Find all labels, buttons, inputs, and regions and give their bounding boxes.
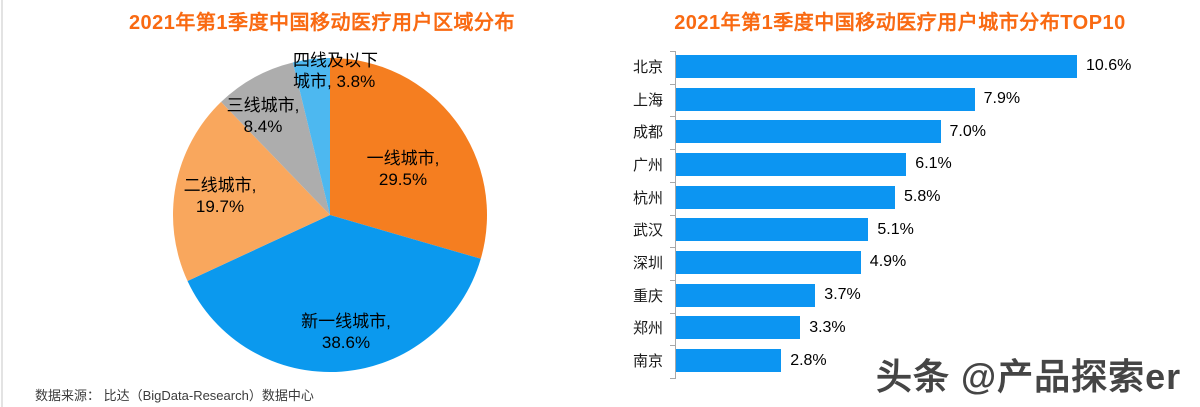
bar-value-label: 2.8% — [790, 351, 827, 369]
bar-track: 7.9% — [675, 87, 1200, 111]
axis-tick — [670, 149, 676, 151]
bar-row: 北京 10.6% — [600, 50, 1200, 83]
pie-chart — [172, 58, 488, 373]
bar-row: 郑州 3.3% — [600, 312, 1200, 345]
bar-value-label: 5.8% — [904, 188, 941, 206]
bar-chart-axis — [670, 51, 676, 379]
pie-label-new-first-tier: 新一线城市, 38.6% — [276, 311, 416, 353]
axis-tick — [670, 345, 676, 347]
pie-label-line: 城市, 3.8% — [293, 72, 376, 91]
bar-track: 2.8% — [675, 349, 1200, 373]
bar-category-label: 杭州 — [632, 189, 663, 207]
axis-tick — [670, 116, 676, 118]
bar-category-label: 重庆 — [632, 287, 663, 305]
bar-track: 3.7% — [675, 283, 1200, 307]
bar-chart-panel: 2021年第1季度中国移动医疗用户城市分布TOP10 北京 10.6% 上海 7.9%… — [600, 0, 1200, 407]
bar-成都 — [675, 120, 941, 144]
bar-重庆 — [675, 283, 816, 307]
pie-label-line: 29.5% — [378, 170, 428, 189]
pie-chart-title: 2021年第1季度中国移动医疗用户区域分布 — [128, 12, 516, 34]
pie-label-line: 二线城市, — [183, 176, 257, 195]
pie-slice-新一线城市 — [187, 215, 481, 373]
bar-value-label: 5.1% — [877, 220, 914, 238]
bar-category-label: 深圳 — [632, 254, 663, 272]
bar-track: 3.3% — [675, 316, 1200, 340]
bar-track: 5.8% — [675, 185, 1200, 209]
toutiao-watermark: 头条 @产品探索er — [876, 356, 1182, 397]
bar-value-label: 7.0% — [949, 122, 986, 140]
axis-tick — [670, 247, 676, 249]
bar-row: 上海 7.9% — [600, 83, 1200, 116]
bar-track: 5.1% — [675, 218, 1200, 242]
bar-category-label: 成都 — [632, 124, 663, 142]
bar-武汉 — [675, 218, 869, 242]
bar-category-label: 北京 — [632, 58, 663, 76]
axis-tick — [670, 51, 676, 52]
screenshot-edge-line — [1, 0, 3, 407]
bar-track: 4.9% — [675, 250, 1200, 274]
bar-track: 6.1% — [675, 152, 1200, 176]
axis-tick — [670, 279, 676, 281]
bar-value-label: 10.6% — [1086, 57, 1132, 75]
bar-value-label: 4.9% — [869, 253, 907, 271]
bar-category-label: 上海 — [632, 91, 663, 109]
bar-category-label: 郑州 — [632, 320, 663, 338]
bar-row: 武汉 5.1% — [600, 213, 1200, 246]
pie-label-second-tier: 二线城市, 19.7% — [150, 175, 290, 217]
bar-row: 广州 6.1% — [600, 148, 1200, 181]
bar-value-label: 3.7% — [824, 286, 861, 304]
bar-chart-title: 2021年第1季度中国移动医疗用户城市分布TOP10 — [674, 12, 1126, 34]
pie-label-line: 8.4% — [243, 117, 283, 136]
pie-chart-panel: 2021年第1季度中国移动医疗用户区域分布 一线城市, 29.5% 新一线城市,… — [35, 12, 515, 403]
pie-slice-二线城市 — [172, 101, 330, 281]
bar-category-label: 广州 — [632, 156, 663, 174]
bar-chart: 北京 10.6% 上海 7.9% 成都 7.0% 广州 6.1% 杭州 5.8% 武汉 5.1% 深圳 4… — [600, 50, 1200, 379]
data-source-note: 数据来源： 比达（BigData-Research）数据中心 — [35, 388, 314, 403]
bar-郑州 — [675, 316, 801, 340]
pie-label-line: 新一线城市, — [301, 312, 391, 331]
bar-广州 — [675, 152, 907, 176]
axis-tick — [670, 378, 676, 379]
bar-深圳 — [675, 250, 861, 274]
axis-tick — [670, 181, 676, 183]
axis-tick — [670, 83, 676, 85]
bar-value-label: 7.9% — [983, 90, 1021, 108]
bar-row: 成都 7.0% — [600, 115, 1200, 148]
bar-value-label: 6.1% — [915, 155, 952, 173]
bar-row: 重庆 3.7% — [600, 279, 1200, 312]
pie-slice-四线及以下城市 — [292, 58, 330, 215]
pie-label-first-tier: 一线城市, 29.5% — [333, 148, 473, 190]
pie-label-fourth-tier: 四线及以下 城市, 3.8% — [293, 50, 423, 92]
bar-row: 深圳 4.9% — [600, 246, 1200, 279]
bar-row: 南京 2.8% — [600, 344, 1200, 377]
bar-南京 — [675, 349, 782, 373]
bar-value-label: 3.3% — [809, 318, 846, 336]
pie-slice-三线城市 — [221, 62, 330, 216]
axis-tick — [670, 312, 676, 314]
pie-label-line: 19.7% — [195, 197, 245, 216]
bar-track: 10.6% — [675, 54, 1200, 78]
pie-label-line: 一线城市, — [366, 149, 440, 168]
pie-label-line: 38.6% — [321, 333, 371, 352]
bar-category-label: 南京 — [632, 353, 663, 371]
bar-row: 杭州 5.8% — [600, 181, 1200, 214]
bar-北京 — [675, 54, 1077, 78]
bar-杭州 — [675, 185, 895, 209]
bar-rows: 北京 10.6% 上海 7.9% 成都 7.0% 广州 6.1% 杭州 5.8% 武汉 5.1% 深圳 4… — [600, 50, 1200, 377]
bar-上海 — [675, 87, 975, 111]
bar-track: 7.0% — [675, 120, 1200, 144]
pie-label-line: 三线城市, — [226, 96, 300, 115]
pie-label-line: 四线及以下 — [293, 51, 378, 70]
pie-slice-一线城市 — [330, 58, 488, 259]
axis-tick — [670, 214, 676, 216]
pie-label-third-tier: 三线城市, 8.4% — [193, 95, 333, 137]
bar-category-label: 武汉 — [632, 222, 663, 240]
